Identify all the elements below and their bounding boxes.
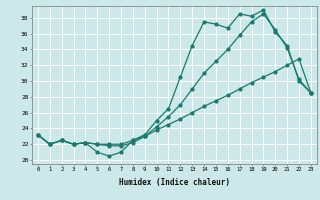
X-axis label: Humidex (Indice chaleur): Humidex (Indice chaleur) [119,178,230,187]
